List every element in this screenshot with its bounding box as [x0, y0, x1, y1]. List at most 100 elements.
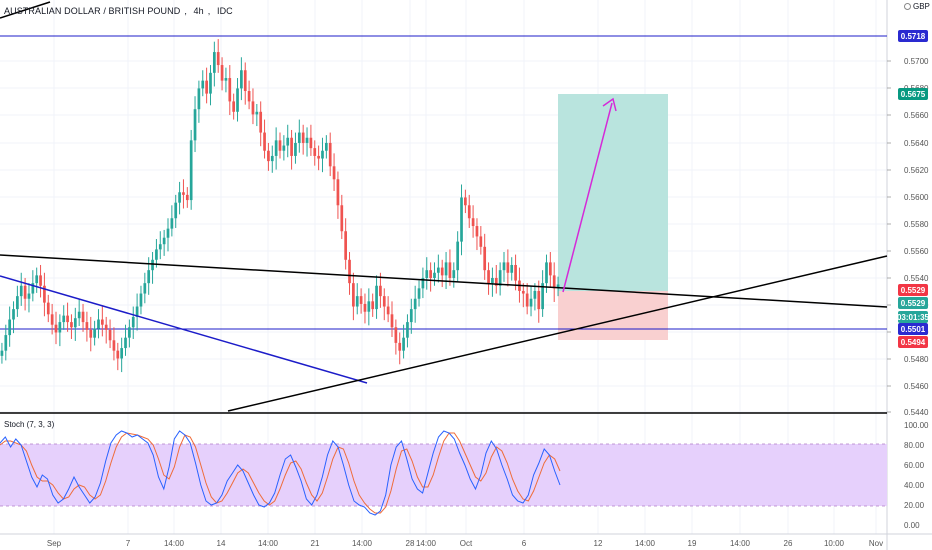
candle — [487, 262, 490, 295]
candle — [402, 324, 405, 359]
candle — [255, 104, 259, 127]
candle-body — [147, 270, 151, 284]
candle — [151, 252, 154, 284]
candle — [498, 262, 502, 296]
blue-trendline[interactable] — [0, 275, 368, 384]
candle — [220, 57, 224, 91]
price-tag[interactable]: 03:01:35 — [897, 311, 930, 323]
candle — [205, 67, 208, 104]
candle — [382, 288, 386, 321]
candle — [267, 142, 270, 171]
black-trendline-support[interactable] — [227, 255, 888, 412]
candle — [294, 132, 297, 164]
candle-body — [212, 52, 216, 73]
candle — [12, 301, 15, 334]
candle — [452, 262, 456, 288]
price-tag[interactable]: 0.5529 — [898, 297, 928, 309]
candle — [355, 283, 359, 315]
candle-body — [448, 262, 452, 278]
time-tick-label: 14:00 — [730, 539, 751, 548]
price-tag-label: 0.5529 — [901, 299, 926, 308]
candle-body — [429, 270, 432, 278]
candle-body — [324, 142, 328, 151]
candle — [371, 293, 375, 317]
candle — [340, 194, 344, 240]
candle — [541, 270, 544, 317]
candle-body — [421, 277, 425, 289]
candle — [332, 153, 336, 191]
candle-body — [193, 109, 197, 141]
stoch-indicator-title[interactable]: Stoch (7, 3, 3) — [4, 420, 55, 429]
black-trendline-top[interactable] — [0, 1, 51, 19]
candle-body — [332, 166, 336, 180]
price-tag[interactable]: 0.5494 — [898, 336, 928, 348]
price-tag-label: 03:01:35 — [897, 313, 930, 322]
candle-body — [394, 327, 398, 343]
stoch-tick-label: 80.00 — [904, 441, 925, 450]
time-tick-label: 14:00 — [258, 539, 279, 548]
candle-body — [178, 192, 181, 203]
price-tag[interactable]: 0.5675 — [898, 88, 928, 100]
candle-body — [270, 155, 274, 162]
candle-body — [340, 205, 344, 232]
candle-body — [100, 319, 104, 325]
candle — [483, 233, 487, 280]
price-tag[interactable]: 0.5718 — [898, 30, 928, 42]
candle-body — [475, 226, 479, 237]
candle — [128, 319, 131, 348]
candle-body — [290, 137, 293, 156]
candle — [436, 254, 440, 283]
price-tag[interactable]: 0.5529 — [898, 284, 928, 296]
candle — [525, 283, 529, 315]
candle-body — [236, 88, 239, 112]
candle — [502, 252, 506, 282]
candle-body — [155, 249, 158, 260]
candle — [116, 342, 120, 371]
time-tick-label: 21 — [311, 539, 320, 548]
candle-body — [514, 264, 517, 281]
candle-body — [491, 277, 494, 284]
price-tag[interactable]: 0.5501 — [898, 323, 928, 335]
candle-body — [479, 236, 483, 247]
currency-badge[interactable]: GBP — [904, 2, 930, 11]
candle-body — [251, 101, 255, 115]
candle — [533, 283, 537, 311]
long-position-target-zone[interactable] — [558, 94, 668, 291]
candle — [112, 327, 116, 361]
candle-body — [409, 309, 413, 323]
candle-body — [232, 101, 236, 112]
candle-body — [97, 319, 100, 329]
currency-code: GBP — [913, 2, 930, 11]
candle-body — [19, 285, 23, 297]
candle-body — [321, 150, 324, 159]
candle — [413, 285, 417, 323]
candle-body — [189, 140, 193, 201]
candle — [324, 135, 328, 159]
candle — [120, 337, 124, 373]
black-trendline-resistance[interactable] — [0, 254, 888, 308]
candle — [464, 189, 467, 214]
time-tick-label: 14:00 — [352, 539, 373, 548]
projection-arrow[interactable] — [562, 102, 613, 293]
candle-body — [471, 218, 475, 227]
candle — [263, 119, 266, 159]
candle-body — [537, 290, 541, 310]
candle — [475, 218, 479, 251]
long-position-stop-zone[interactable] — [558, 291, 668, 340]
candle — [433, 262, 436, 286]
candle-body — [305, 137, 309, 143]
candle-body — [128, 327, 131, 338]
candle — [467, 194, 471, 228]
candle — [182, 179, 185, 209]
symbol-title[interactable]: AUSTRALIAN DOLLAR / BRITISH POUND, 4h, I… — [4, 6, 233, 16]
candle — [290, 129, 293, 170]
candle — [185, 187, 189, 208]
candle-body — [402, 337, 405, 351]
candle-body — [386, 306, 390, 315]
candle-body — [278, 140, 282, 151]
candle-body — [182, 192, 185, 195]
candle-body — [363, 303, 367, 312]
time-tick-label: 14:00 — [416, 539, 437, 548]
